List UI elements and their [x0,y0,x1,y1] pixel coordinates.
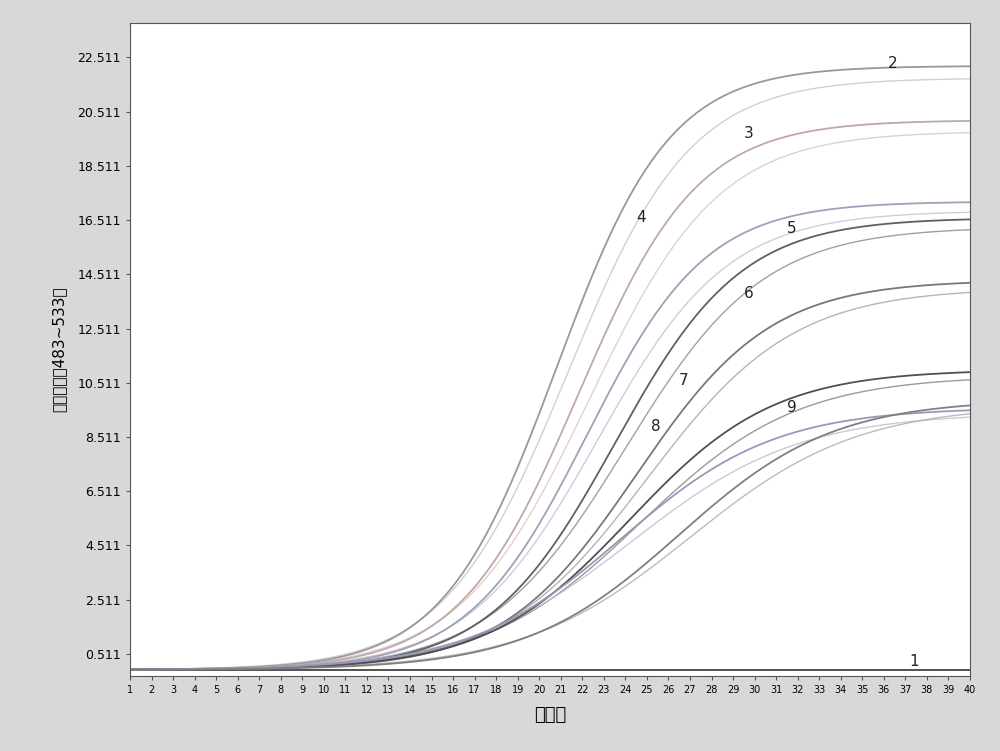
X-axis label: 循环数: 循环数 [534,706,566,724]
Text: 6: 6 [744,286,754,301]
Text: 8: 8 [651,419,661,434]
Text: 1: 1 [910,654,919,669]
Text: 2: 2 [888,56,898,71]
Text: 7: 7 [679,373,689,388]
Text: 5: 5 [787,221,797,236]
Y-axis label: 荧光强度（483~533）: 荧光强度（483~533） [51,286,66,412]
Text: 9: 9 [787,400,797,415]
Text: 3: 3 [744,126,754,141]
Text: 4: 4 [636,210,646,225]
